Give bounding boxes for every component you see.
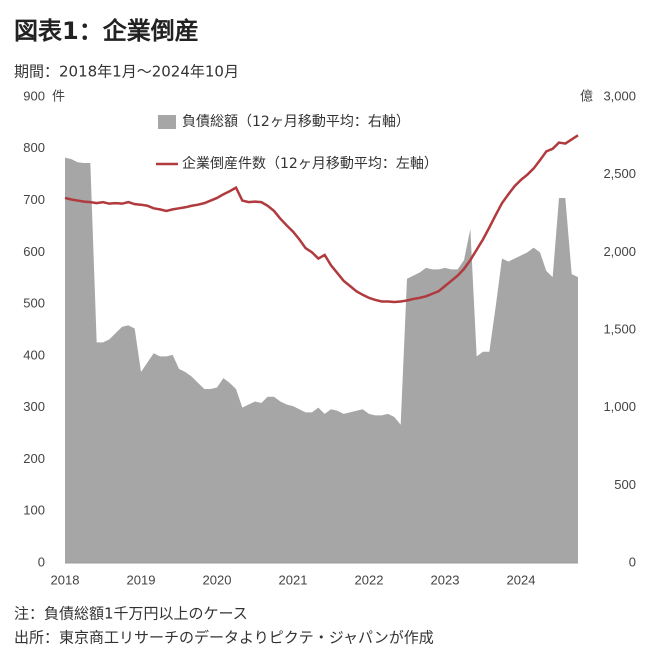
y2-tick-label: 2,500 (603, 166, 636, 181)
y-tick-label: 600 (23, 244, 45, 259)
y-tick-label: 100 (23, 503, 45, 518)
y-unit: 件 (52, 88, 65, 103)
y2-tick-label: 3,000 (603, 88, 636, 103)
x-tick-label: 2020 (203, 572, 232, 587)
y2-tick-label: 1,000 (603, 399, 636, 414)
y-tick-label: 0 (38, 554, 45, 569)
x-tick-label: 2022 (355, 572, 384, 587)
y2-tick-label: 0 (629, 554, 636, 569)
footnote: 注：負債総額1千万円以上のケース (14, 605, 248, 623)
legend-label: 企業倒産件数（12ヶ月移動平均：左軸） (182, 155, 438, 172)
y2-unit: 億 (580, 88, 593, 103)
line (64, 134, 579, 304)
y2-tick-label: 2,000 (603, 244, 636, 259)
x-tick-label: 2023 (431, 572, 460, 587)
area (65, 157, 578, 563)
y-tick-label: 500 (23, 296, 45, 311)
y-tick-label: 900 (23, 88, 45, 103)
y-tick-label: 800 (23, 140, 45, 155)
x-tick-label: 2021 (279, 572, 308, 587)
footnote: 出所：東京商工リサーチのデータよりピクテ・ジャパンが作成 (14, 629, 434, 647)
y2-tick-label: 1,500 (603, 321, 636, 336)
y2-tick-label: 500 (614, 477, 636, 492)
y-tick-label: 200 (23, 451, 45, 466)
chart-title: 図表1：企業倒産 (14, 17, 199, 45)
y-tick-label: 400 (23, 347, 45, 362)
x-tick-label: 2018 (51, 572, 80, 587)
x-tick-label: 2024 (507, 572, 536, 587)
x-tick-label: 2019 (127, 572, 156, 587)
chart-subtitle: 期間：2018年1月～2024年10月 (14, 63, 239, 81)
legend-label: 負債総額（12ヶ月移動平均：右軸） (182, 114, 410, 130)
legend-swatch (158, 115, 176, 129)
y-tick-label: 700 (23, 192, 45, 207)
y-tick-label: 300 (23, 399, 45, 414)
